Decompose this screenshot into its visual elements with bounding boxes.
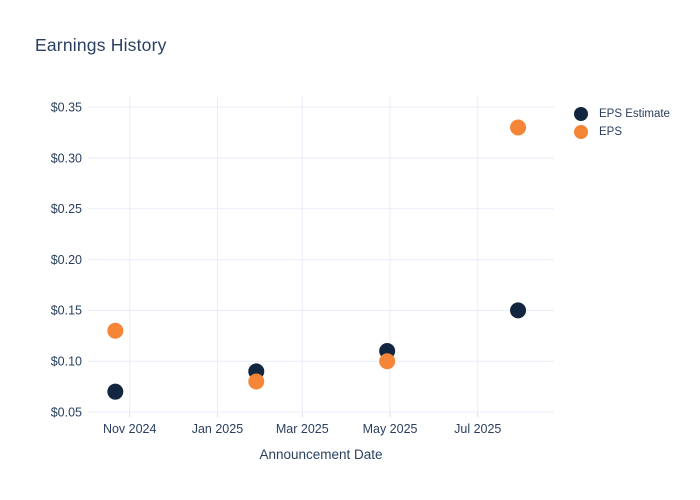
- x-tick-label: Jan 2025: [192, 422, 243, 436]
- data-point-eps[interactable]: [379, 353, 396, 370]
- data-point-eps[interactable]: [248, 373, 265, 390]
- plot-area[interactable]: [88, 97, 554, 412]
- x-axis-title: Announcement Date: [259, 447, 383, 462]
- data-point-eps[interactable]: [107, 322, 124, 339]
- chart-title: Earnings History: [35, 35, 167, 55]
- y-tick-label: $0.15: [51, 304, 82, 318]
- y-tick-label: $0.10: [51, 354, 82, 368]
- y-tick-label: $0.20: [51, 253, 82, 267]
- legend-swatch-eps-estimate-icon: [574, 107, 588, 121]
- x-tick-label: Jul 2025: [454, 422, 501, 436]
- x-tick-label: Nov 2024: [103, 422, 157, 436]
- data-point-eps-estimate[interactable]: [510, 302, 527, 319]
- data-point-eps-estimate[interactable]: [107, 383, 124, 400]
- legend-item-eps-estimate[interactable]: EPS Estimate: [574, 105, 670, 123]
- legend: EPS Estimate EPS: [574, 105, 670, 141]
- x-tick-label: May 2025: [363, 422, 418, 436]
- y-tick-label: $0.25: [51, 202, 82, 216]
- y-tick-label: $0.35: [51, 100, 82, 114]
- legend-item-eps[interactable]: EPS: [574, 123, 670, 141]
- legend-label-eps: EPS: [599, 126, 623, 138]
- y-tick-label: $0.05: [51, 405, 82, 419]
- y-tick-label: $0.30: [51, 151, 82, 165]
- x-tick-label: Mar 2025: [276, 422, 329, 436]
- legend-label-eps-estimate: EPS Estimate: [599, 108, 670, 120]
- data-point-eps[interactable]: [510, 119, 527, 136]
- legend-swatch-eps-icon: [574, 125, 588, 139]
